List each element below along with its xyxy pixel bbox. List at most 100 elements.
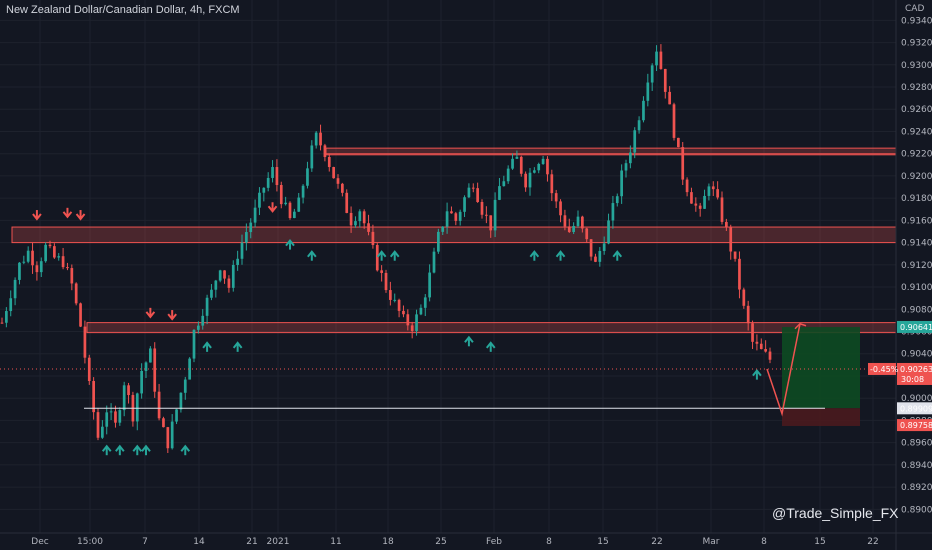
candle-body bbox=[733, 251, 737, 259]
candle-body bbox=[122, 385, 126, 411]
grid-lines bbox=[0, 0, 896, 533]
up-arrow-head bbox=[464, 335, 474, 343]
down-arrow-head bbox=[75, 213, 86, 221]
candle-body bbox=[323, 145, 327, 158]
up-arrow-icon bbox=[285, 239, 295, 250]
candle-body bbox=[598, 250, 602, 262]
candle-body bbox=[87, 357, 91, 382]
candle-body bbox=[39, 261, 43, 273]
candle-body bbox=[554, 193, 558, 202]
candle-body bbox=[537, 164, 541, 171]
candle-body bbox=[729, 227, 733, 252]
watermark-text: @Trade_Simple_FX bbox=[772, 505, 899, 521]
price-tag-text: 0.90641 bbox=[900, 323, 932, 332]
candle-body bbox=[31, 250, 34, 266]
down-arrow-head bbox=[145, 311, 156, 319]
up-arrow-head bbox=[485, 341, 496, 349]
current-price-tag-bg bbox=[897, 362, 932, 385]
time-tick-label: 7 bbox=[142, 537, 148, 547]
candle-body bbox=[563, 215, 567, 227]
candle-body bbox=[602, 243, 606, 251]
sr-zone[interactable] bbox=[11, 226, 897, 244]
candle-body bbox=[153, 348, 157, 392]
candle-body bbox=[231, 264, 235, 288]
up-arrow-icon bbox=[115, 444, 125, 456]
down-arrow-head bbox=[32, 213, 42, 221]
time-tick-label: Mar bbox=[703, 537, 720, 547]
candle-body bbox=[463, 197, 466, 212]
candle-body bbox=[441, 226, 445, 232]
candle-body bbox=[498, 186, 501, 200]
candle-body bbox=[367, 223, 370, 232]
candle-body bbox=[258, 192, 261, 208]
time-axis[interactable]: Dec 15:00 7 14 21 2021 11 18 25 Feb 8 15 22 Mar 8 15 22 bbox=[0, 532, 932, 547]
candle-body bbox=[615, 196, 619, 204]
candle-body bbox=[170, 421, 174, 449]
time-tick-label: 25 bbox=[435, 537, 446, 547]
candle-body bbox=[144, 362, 148, 371]
candle-body bbox=[389, 290, 392, 300]
candle-body bbox=[480, 201, 484, 215]
level-lines[interactable] bbox=[0, 322, 896, 417]
stop-zone[interactable] bbox=[782, 408, 860, 426]
candle-body bbox=[297, 197, 301, 212]
candle-body bbox=[450, 211, 453, 214]
up-arrow-head bbox=[132, 444, 143, 452]
candle-body bbox=[61, 256, 65, 268]
candle-body bbox=[397, 299, 401, 311]
candle-body bbox=[541, 158, 545, 165]
target-box[interactable] bbox=[782, 327, 860, 426]
candle-body bbox=[341, 183, 344, 193]
time-tick-label: 8 bbox=[761, 537, 767, 547]
up-arrow-icon bbox=[180, 444, 191, 456]
down-arrow-icon bbox=[75, 210, 86, 221]
candle-body bbox=[240, 242, 244, 259]
projection-path[interactable] bbox=[766, 323, 801, 417]
down-arrow-head bbox=[62, 211, 73, 219]
time-tick-label: Feb bbox=[486, 537, 502, 547]
candle-body bbox=[214, 280, 218, 290]
candle-body bbox=[354, 221, 357, 226]
up-arrow-icon bbox=[485, 341, 496, 352]
sr-zone[interactable] bbox=[86, 322, 897, 334]
time-tick-label: 18 bbox=[382, 537, 394, 547]
up-arrow-head bbox=[555, 250, 566, 258]
candle-body bbox=[576, 216, 580, 226]
countdown-text: 30:08 bbox=[901, 375, 924, 384]
candle-body bbox=[685, 179, 689, 193]
candle-body bbox=[738, 258, 741, 290]
current-price-text: 0.90263 bbox=[900, 365, 932, 374]
time-tick-label: 21 bbox=[246, 537, 257, 547]
up-arrow-head bbox=[752, 369, 762, 377]
candle-body bbox=[166, 427, 170, 449]
candle-body bbox=[445, 211, 449, 227]
candle-body bbox=[567, 226, 571, 233]
candle-body bbox=[681, 147, 685, 180]
up-arrow-icon bbox=[376, 250, 387, 261]
price-tag-bg bbox=[897, 320, 932, 333]
support-resistance-zones[interactable] bbox=[11, 147, 897, 334]
target-zone[interactable] bbox=[782, 327, 860, 409]
candle-body bbox=[423, 297, 427, 308]
candle-body bbox=[53, 246, 56, 258]
candle-body bbox=[306, 168, 309, 186]
candle-body bbox=[48, 244, 52, 247]
up-arrow-icon bbox=[132, 444, 143, 456]
candle-body bbox=[197, 325, 200, 330]
candle-body bbox=[707, 186, 711, 196]
candle-body bbox=[528, 172, 532, 188]
candle-body bbox=[476, 188, 479, 202]
candle-body bbox=[336, 178, 340, 184]
candle-body bbox=[515, 156, 519, 159]
candle-body bbox=[345, 192, 349, 213]
candle-body bbox=[288, 202, 292, 219]
